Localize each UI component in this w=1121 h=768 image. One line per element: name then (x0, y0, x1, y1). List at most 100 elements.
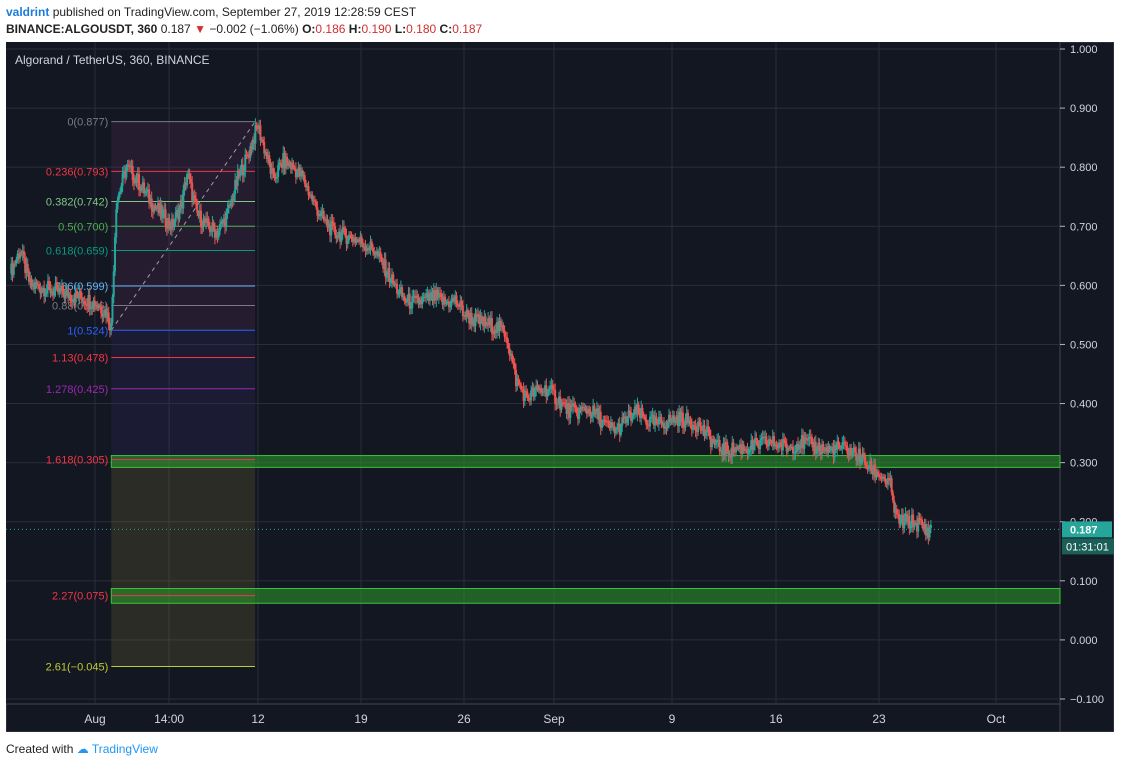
candle-body (401, 287, 404, 298)
fib-level-label: 1(0.524) (67, 325, 108, 337)
candle-body (144, 191, 147, 194)
candle-body (210, 231, 213, 233)
candle-body (642, 414, 645, 417)
candle-body (270, 168, 273, 174)
candle-body (732, 442, 735, 452)
candle-body (220, 221, 223, 225)
candle-body (344, 228, 347, 236)
candle-body (557, 396, 560, 404)
candle-body (727, 451, 730, 457)
candle-body (460, 301, 463, 306)
candle-body (765, 436, 768, 445)
candle-body (884, 478, 887, 483)
candle-body (470, 312, 473, 325)
candle-body (154, 205, 157, 208)
candle-body (14, 263, 17, 265)
tradingview-brand[interactable]: TradingView (91, 742, 158, 756)
candle-body (436, 290, 439, 298)
candle-body (145, 191, 148, 193)
candle-body (488, 318, 491, 326)
candle-body (449, 305, 452, 308)
candle-body (212, 222, 215, 230)
candle-body (402, 296, 405, 298)
candle-body (656, 421, 659, 425)
candle-body (678, 411, 681, 427)
candle-body (349, 234, 352, 236)
candle-body (501, 324, 504, 328)
candle-body (923, 524, 926, 530)
price-chart[interactable]: 1.000 0.900 0.800 0.700 0.600 0.500 0.400 0.300… (6, 42, 1114, 732)
candle-body (103, 309, 106, 315)
candle-body (565, 404, 568, 414)
candle-body (108, 324, 111, 331)
candle-body (86, 304, 89, 307)
candle-body (355, 239, 358, 243)
candle-body (156, 203, 159, 210)
candle-body (703, 424, 706, 436)
candle-body (856, 459, 859, 461)
candle-body (861, 453, 864, 459)
fib-level-label: 1.278(0.425) (46, 384, 108, 396)
candle-body (253, 139, 256, 144)
candle-body (687, 412, 690, 424)
candle-body (900, 514, 903, 519)
candle-body (308, 195, 311, 197)
candle-body (465, 309, 468, 317)
candle-body (87, 294, 90, 307)
candle-body (409, 307, 412, 309)
candle-body (708, 429, 711, 437)
candle-body (315, 201, 318, 208)
candle-body (496, 322, 499, 333)
candle-body (661, 423, 664, 425)
candle-body (264, 152, 267, 154)
candle-body (655, 416, 658, 422)
candle-body (673, 415, 676, 423)
candle-body (700, 429, 703, 431)
candle-body (423, 296, 426, 298)
candle-body (760, 438, 763, 441)
candle-body (575, 407, 578, 414)
candle-body (555, 403, 558, 405)
candle-body (131, 166, 134, 181)
candle-body (76, 291, 79, 296)
candle-body (816, 450, 819, 454)
candle-body (236, 171, 239, 187)
candle-body (829, 448, 832, 451)
candle-body (239, 169, 242, 177)
candle-body (158, 203, 161, 214)
candle-body (853, 447, 856, 453)
chart-container[interactable]: 1.000 0.900 0.800 0.700 0.600 0.500 0.400 0.300… (6, 42, 1114, 732)
candle-body (775, 444, 778, 447)
candle-body (351, 238, 354, 242)
candle-body (571, 403, 574, 407)
candle-body (248, 156, 251, 158)
candle-body (403, 296, 406, 302)
candle-body (200, 210, 203, 227)
candle-body (604, 420, 607, 422)
candle-body (359, 236, 362, 242)
candle-body (791, 447, 794, 454)
candle-body (304, 183, 307, 188)
candle-body (111, 296, 114, 323)
change-value: −0.002 (−1.06%) (209, 22, 299, 36)
candle-body (198, 210, 201, 217)
author-link[interactable]: valdrint (6, 5, 50, 19)
candle-body (126, 164, 129, 167)
candle-body (53, 289, 56, 296)
candle-body (482, 320, 485, 327)
candle-body (322, 210, 325, 220)
candle-body (883, 476, 886, 479)
candle-body (794, 451, 797, 453)
candle-body (502, 324, 505, 331)
candle-body (336, 236, 339, 239)
candle-body (283, 153, 286, 169)
candle-body (251, 139, 254, 150)
candle-body (413, 295, 416, 298)
candle-body (138, 173, 141, 190)
candle-body (711, 438, 714, 448)
candle-body (750, 440, 753, 450)
candle-body (785, 443, 788, 452)
candle-body (267, 155, 270, 159)
candle-body (282, 153, 285, 168)
candle-body (245, 154, 248, 156)
